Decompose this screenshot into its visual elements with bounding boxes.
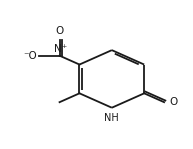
Text: N⁺: N⁺ — [54, 44, 67, 54]
Text: O: O — [55, 27, 64, 37]
Text: NH: NH — [104, 113, 119, 123]
Text: ⁻O: ⁻O — [23, 51, 37, 61]
Text: O: O — [169, 97, 177, 107]
